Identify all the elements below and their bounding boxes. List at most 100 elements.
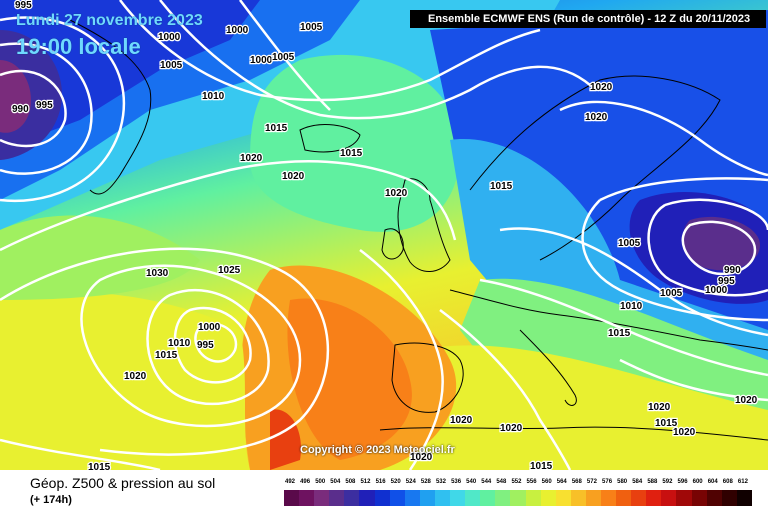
scale-label: 572 xyxy=(586,479,597,485)
scale-swatch xyxy=(329,490,345,506)
scale-swatch xyxy=(570,490,586,506)
isobar-label: 1020 xyxy=(590,82,613,93)
scale-label: 560 xyxy=(541,479,552,485)
scale-swatch xyxy=(359,490,375,506)
isobar-label: 1020 xyxy=(410,452,433,463)
scale-swatch xyxy=(450,490,466,506)
scale-label: 508 xyxy=(345,479,356,485)
scale-label: 536 xyxy=(451,479,462,485)
isobar-label: 1000 xyxy=(226,25,249,36)
isobar-line xyxy=(146,288,270,405)
isobar-label: 1000 xyxy=(705,285,728,296)
scale-swatch xyxy=(721,490,737,506)
scale-label: 592 xyxy=(662,479,673,485)
forecast-date: Lundi 27 novembre 2023 xyxy=(16,12,203,29)
scale-swatch xyxy=(646,490,662,506)
isobar-label: 1000 xyxy=(158,32,181,43)
scale-label: 528 xyxy=(420,479,431,485)
isobar-line xyxy=(559,100,768,177)
isobar-label: 1015 xyxy=(340,148,363,159)
isobar-label: 1015 xyxy=(265,123,288,134)
isobar-line xyxy=(80,264,302,428)
scale-swatch xyxy=(510,490,526,506)
isobar-label: 1015 xyxy=(490,181,513,192)
field-yellow-south-east xyxy=(380,345,768,470)
scale-swatch xyxy=(344,490,360,506)
scale-swatch xyxy=(706,490,722,506)
scale-swatch xyxy=(389,490,405,506)
isobar-label: 1015 xyxy=(608,328,631,339)
isobar-line xyxy=(0,69,67,148)
isobar-line xyxy=(159,0,591,120)
isobar-line xyxy=(681,220,757,276)
isobar-label: 1010 xyxy=(620,301,643,312)
scale-swatch xyxy=(480,490,496,506)
coast-europe xyxy=(449,289,768,351)
coast-scandinavia xyxy=(469,75,721,261)
isobar-label: 1020 xyxy=(124,371,147,382)
isobar-label: 1020 xyxy=(648,402,671,413)
coast-british-isles xyxy=(397,178,451,272)
isobar-line xyxy=(581,177,768,322)
isobar-label: 1015 xyxy=(530,461,553,470)
scale-swatch xyxy=(404,490,420,506)
isobar-label: 1020 xyxy=(282,171,305,182)
scale-swatch xyxy=(631,490,647,506)
scale-label: 496 xyxy=(300,479,311,485)
isobar-line xyxy=(0,247,330,456)
isobar-label: 1015 xyxy=(88,462,111,470)
scale-swatch xyxy=(616,490,632,506)
isobars xyxy=(0,0,768,470)
scale-swatch xyxy=(525,490,541,506)
scale-swatch xyxy=(434,490,451,506)
legend-subtitle: (+ 174h) xyxy=(30,494,72,506)
scale-swatch xyxy=(419,490,435,506)
weather-map: 995 1005 1000 1000 1000 1005 990 995 1005 1010 101… xyxy=(0,0,768,470)
isobar-line xyxy=(479,278,768,377)
isobar-label: 1020 xyxy=(585,112,608,123)
field-darkorange-south xyxy=(287,298,412,460)
scale-label: 596 xyxy=(677,479,688,485)
scale-label: 580 xyxy=(617,479,628,485)
scale-label: 520 xyxy=(390,479,401,485)
scale-label: 584 xyxy=(632,479,643,485)
isobar-line xyxy=(647,198,768,297)
scale-label: 512 xyxy=(360,479,371,485)
scale-swatch xyxy=(284,490,300,506)
isobar-line xyxy=(0,16,126,203)
isobar-line xyxy=(0,438,161,470)
isobar-line xyxy=(194,322,238,363)
scale-swatch xyxy=(555,490,571,506)
isobar-label: 1025 xyxy=(218,265,241,276)
isobar-line xyxy=(499,227,768,337)
isobar-label: 990 xyxy=(724,265,741,276)
isobar-label: 995 xyxy=(718,276,735,287)
legend-title: Géop. Z500 & pression au sol xyxy=(30,475,216,491)
isobar-line xyxy=(119,0,541,102)
isobar-label: 1005 xyxy=(272,52,295,63)
isobar-label: 1000 xyxy=(250,55,273,66)
isobar-line xyxy=(359,249,444,470)
isobar-line xyxy=(619,358,768,402)
scale-label: 568 xyxy=(571,479,582,485)
scale-label: 548 xyxy=(496,479,507,485)
isobar-label: 1015 xyxy=(155,350,178,361)
scale-label: 544 xyxy=(481,479,492,485)
coast-greenland xyxy=(69,19,152,195)
isobar-label: 1020 xyxy=(735,395,758,406)
run-banner: Ensemble ECMWF ENS (Run de contrôle) - 1… xyxy=(410,10,766,28)
scale-label: 492 xyxy=(285,479,296,485)
scale-swatch xyxy=(540,490,556,506)
scale-swatch xyxy=(495,490,511,506)
isobar-label: 995 xyxy=(36,100,53,111)
geopotential-field xyxy=(0,0,768,470)
color-scale-bar xyxy=(284,490,752,506)
scale-label: 564 xyxy=(556,479,567,485)
scale-swatch xyxy=(465,490,481,506)
isobar-line xyxy=(239,0,331,111)
isobar-label: 1020 xyxy=(673,427,696,438)
scale-swatch xyxy=(374,490,390,506)
coast-italy xyxy=(519,329,577,406)
